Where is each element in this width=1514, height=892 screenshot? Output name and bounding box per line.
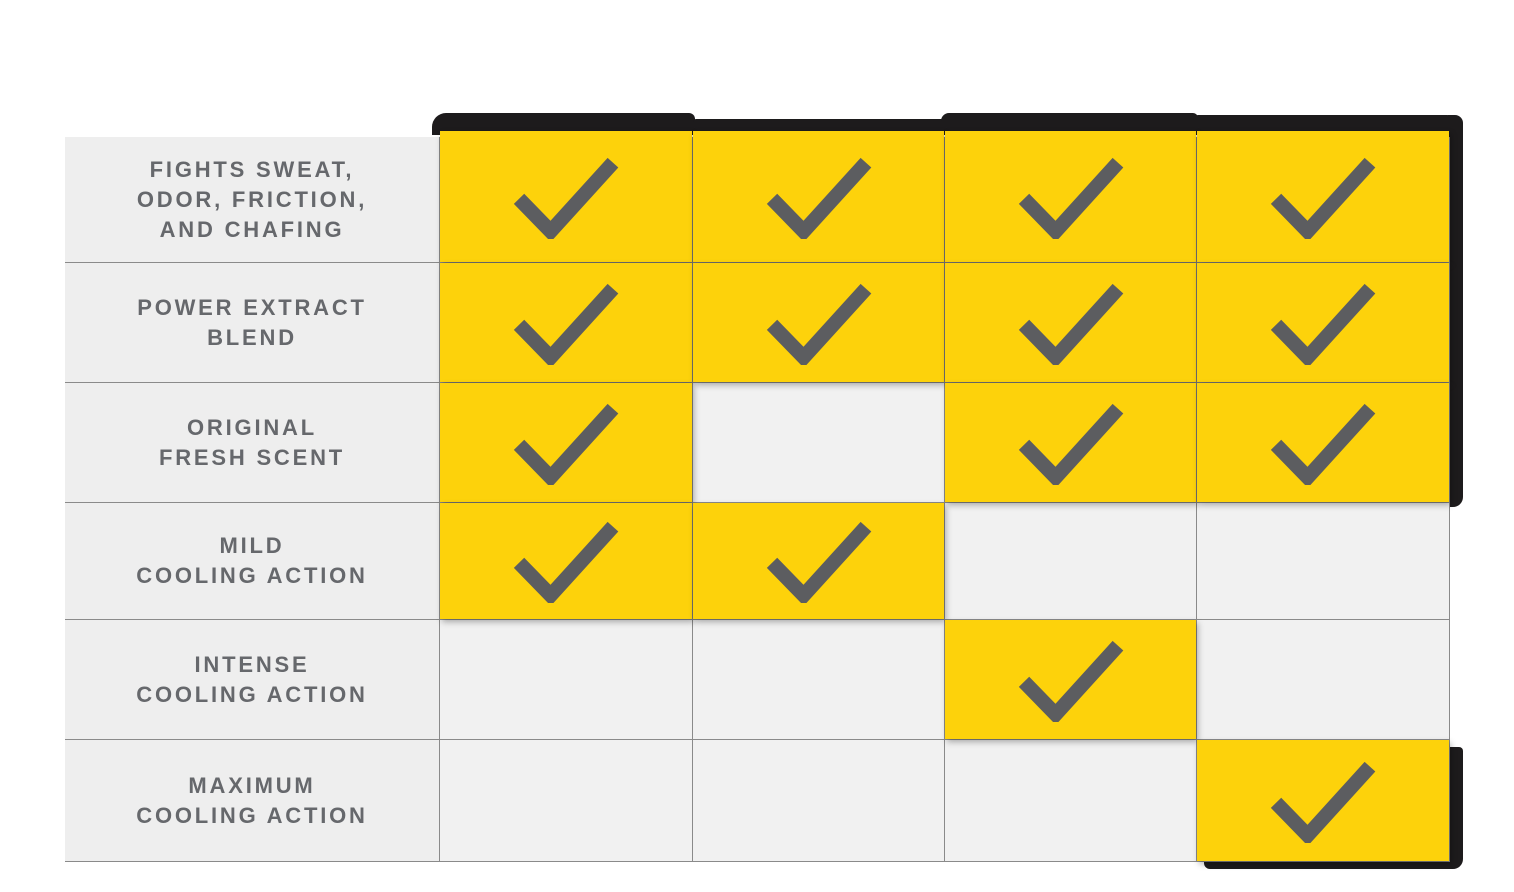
row-label-line: COOLING ACTION <box>136 802 368 828</box>
cell-r6-c4 <box>1197 740 1450 862</box>
feature-not-included-cell <box>440 620 692 739</box>
feature-included-cell <box>440 131 692 262</box>
feature-included-cell <box>440 263 692 382</box>
feature-not-included-cell <box>1197 620 1449 739</box>
row-label-mild-cooling-action: MILD COOLING ACTION <box>65 503 440 620</box>
cell-r5-c1 <box>440 620 693 740</box>
checkmark-icon <box>766 521 871 603</box>
cell-r6-c3 <box>945 740 1197 862</box>
feature-included-cell <box>693 131 944 262</box>
cell-r4-c3 <box>945 503 1197 620</box>
checkmark-icon <box>1270 761 1376 843</box>
checkmark-icon <box>513 283 619 365</box>
feature-included-cell <box>945 383 1196 502</box>
feature-included-cell <box>693 263 944 382</box>
checkmark-icon <box>1018 157 1123 239</box>
row-label-line: COOLING ACTION <box>136 563 368 588</box>
feature-not-included-cell <box>693 620 944 739</box>
cell-r2-c3 <box>945 263 1197 383</box>
top-frame-cap-column-1 <box>432 113 695 135</box>
cell-r3-c2 <box>693 383 945 503</box>
feature-included-cell <box>440 383 692 502</box>
cell-r3-c1 <box>440 383 693 503</box>
row-label-line: MILD <box>219 533 285 558</box>
cell-r2-c2 <box>693 263 945 383</box>
checkmark-icon <box>1270 283 1376 365</box>
row-label-line: INTENSE <box>194 651 310 677</box>
row-label-line: COOLING ACTION <box>136 681 368 707</box>
cell-r1-c4 <box>1197 131 1450 263</box>
row-label-power-extract-blend: POWER EXTRACT BLEND <box>65 263 440 383</box>
row-label-line: ODOR, FRICTION, <box>136 186 368 212</box>
cell-r1-c1 <box>440 131 693 263</box>
feature-included-cell <box>945 263 1196 382</box>
top-frame-cap-column-4 <box>1193 115 1463 135</box>
row-label-line: AND CHAFING <box>159 216 345 242</box>
cell-r4-c1 <box>440 503 693 620</box>
cell-r1-c2 <box>693 131 945 263</box>
comparison-table: FIGHTS SWEAT, ODOR, FRICTION, AND CHAFING P… <box>65 131 1450 862</box>
checkmark-icon <box>1018 403 1123 485</box>
checkmark-icon <box>1270 403 1376 485</box>
row-label-line: ORIGINAL <box>187 414 317 440</box>
row-label-intense-cooling-action: INTENSE COOLING ACTION <box>65 620 440 740</box>
feature-not-included-cell <box>945 503 1196 619</box>
cell-r6-c2 <box>693 740 945 862</box>
checkmark-icon <box>1270 157 1376 239</box>
row-label-line: FRESH SCENT <box>158 444 346 470</box>
checkmark-icon <box>513 157 619 239</box>
checkmark-icon <box>1018 640 1123 722</box>
feature-included-cell <box>1197 383 1449 502</box>
feature-included-cell <box>1197 263 1449 382</box>
cell-r2-c1 <box>440 263 693 383</box>
cell-r3-c4 <box>1197 383 1450 503</box>
cell-r6-c1 <box>440 740 693 862</box>
checkmark-icon <box>513 521 619 603</box>
row-label-line: MAXIMUM <box>188 772 316 798</box>
row-label-fights-sweat-odor-friction-and-chafing: FIGHTS SWEAT, ODOR, FRICTION, AND CHAFING <box>65 137 440 263</box>
feature-not-included-cell <box>440 740 692 861</box>
checkmark-icon <box>1018 283 1123 365</box>
row-label-line: FIGHTS SWEAT, <box>149 156 355 182</box>
feature-not-included-cell <box>1197 503 1449 619</box>
feature-included-cell <box>945 620 1196 739</box>
feature-not-included-cell <box>945 740 1196 861</box>
cell-r5-c2 <box>693 620 945 740</box>
cell-r4-c2 <box>693 503 945 620</box>
feature-included-cell <box>1197 740 1449 861</box>
right-frame-bar <box>1448 115 1463 507</box>
checkmark-icon <box>513 403 619 485</box>
feature-included-cell <box>693 503 944 619</box>
top-frame-cap-column-3 <box>941 113 1198 135</box>
row-label-line: BLEND <box>207 324 297 350</box>
cell-r1-c3 <box>945 131 1197 263</box>
checkmark-icon <box>766 157 871 239</box>
cell-r5-c3 <box>945 620 1197 740</box>
feature-not-included-cell <box>693 383 944 502</box>
feature-included-cell <box>440 503 692 619</box>
row-label-original-fresh-scent: ORIGINAL FRESH SCENT <box>65 383 440 503</box>
feature-included-cell <box>1197 131 1449 262</box>
cell-r2-c4 <box>1197 263 1450 383</box>
row-label-maximum-cooling-action: MAXIMUM COOLING ACTION <box>65 740 440 862</box>
cell-r3-c3 <box>945 383 1197 503</box>
cell-r4-c4 <box>1197 503 1450 620</box>
row-label-line: POWER EXTRACT <box>137 294 367 320</box>
checkmark-icon <box>766 283 871 365</box>
feature-not-included-cell <box>693 740 944 861</box>
feature-included-cell <box>945 131 1196 262</box>
cell-r5-c4 <box>1197 620 1450 740</box>
